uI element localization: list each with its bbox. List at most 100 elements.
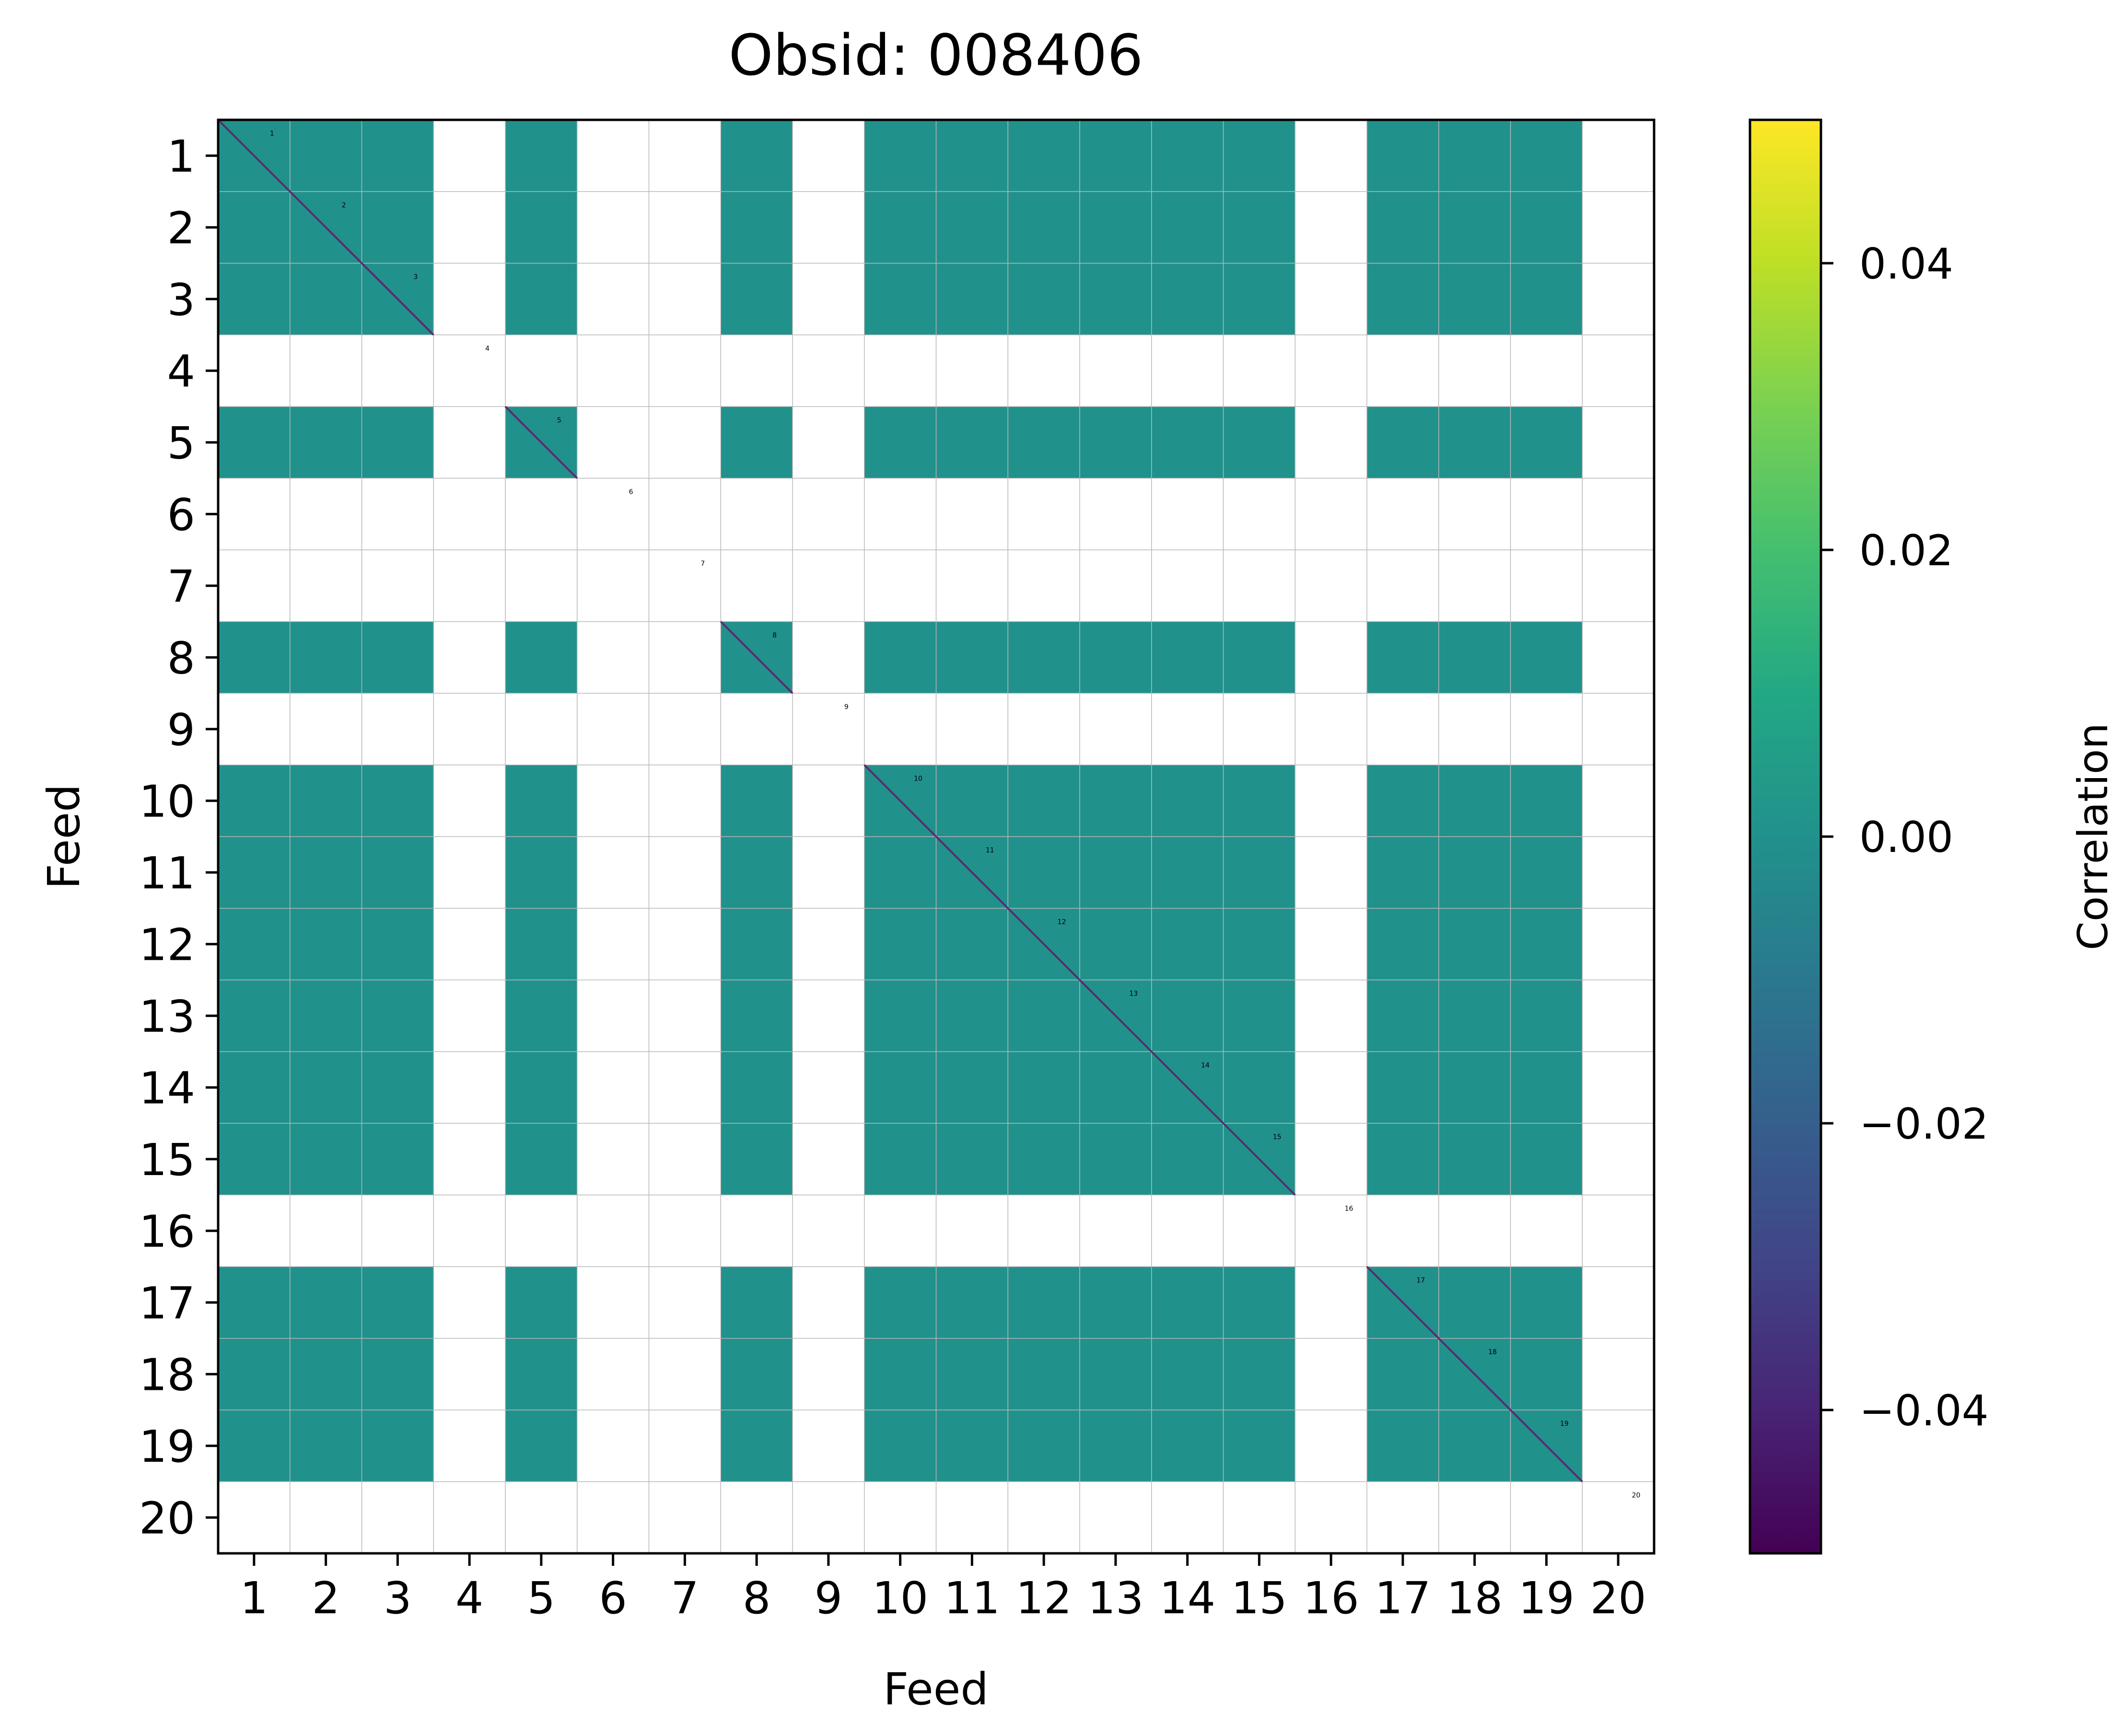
x-tick-label: 4 <box>455 1573 484 1624</box>
feed-index-label: 12 <box>1058 918 1066 926</box>
matrix-block-17-19 <box>1511 1267 1582 1338</box>
feed-index-label: 17 <box>1416 1277 1425 1284</box>
feed-index-label: 9 <box>844 703 849 711</box>
matrix-block-10-15 <box>1224 765 1295 837</box>
matrix-block-18-11 <box>936 1339 1008 1410</box>
matrix-block-5-15 <box>1224 407 1295 478</box>
matrix-block-14-8 <box>721 1052 793 1123</box>
matrix-block-11-5 <box>505 837 577 908</box>
feed-index-label: 2 <box>342 201 346 209</box>
diagonal-segment-17 <box>1366 1266 1440 1339</box>
matrix-block-12-17 <box>1367 909 1439 980</box>
y-tick-label: 17 <box>139 1278 195 1329</box>
feed-index-label: 16 <box>1345 1205 1353 1212</box>
x-tick-label: 15 <box>1231 1573 1287 1624</box>
diagonal-segment-19 <box>1510 1409 1583 1482</box>
matrix-block-14-10 <box>864 1052 936 1123</box>
x-tick-label: 2 <box>312 1573 340 1624</box>
x-tick-label: 7 <box>671 1573 699 1624</box>
matrix-block-2-11 <box>936 192 1008 263</box>
matrix-block-2-3 <box>362 192 433 263</box>
matrix-block-1-3 <box>362 120 433 191</box>
matrix-block-2-19 <box>1511 192 1582 263</box>
y-tick-label: 1 <box>167 131 195 182</box>
matrix-block-3-13 <box>1080 263 1152 335</box>
matrix-block-2-10 <box>864 192 936 263</box>
matrix-block-17-10 <box>864 1267 936 1338</box>
matrix-block-12-13 <box>1080 909 1152 980</box>
matrix-block-14-2 <box>290 1052 362 1123</box>
matrix-block-18-5 <box>505 1339 577 1410</box>
x-tick-label: 3 <box>384 1573 412 1624</box>
matrix-block-3-17 <box>1367 263 1439 335</box>
matrix-block-12-2 <box>290 909 362 980</box>
matrix-block-5-13 <box>1080 407 1152 478</box>
matrix-block-8-10 <box>864 622 936 693</box>
matrix-block-15-13 <box>1080 1123 1152 1195</box>
matrix-block-13-2 <box>290 980 362 1051</box>
x-tick-label: 11 <box>944 1573 1000 1624</box>
plot-frame <box>217 118 1656 1555</box>
diagonal-segment-15 <box>1223 1122 1296 1196</box>
y-axis-label: Feed <box>38 784 90 889</box>
matrix-block-15-11 <box>936 1123 1008 1195</box>
matrix-block-13-5 <box>505 980 577 1051</box>
matrix-block-12-3 <box>362 909 433 980</box>
diagonal-segment-1 <box>218 120 291 192</box>
matrix-block-11-14 <box>1152 837 1223 908</box>
matrix-block-17-13 <box>1080 1267 1152 1338</box>
feed-index-label: 5 <box>557 417 561 424</box>
feed-index-label: 4 <box>485 345 490 352</box>
feed-index-label: 7 <box>700 560 705 568</box>
matrix-block-2-5 <box>505 192 577 263</box>
matrix-block-18-1 <box>218 1339 290 1410</box>
matrix-block-1-19 <box>1511 120 1582 191</box>
x-tick-label: 14 <box>1159 1573 1215 1624</box>
matrix-block-19-11 <box>936 1410 1008 1481</box>
x-axis-label: Feed <box>883 1664 989 1715</box>
matrix-block-10-2 <box>290 765 362 837</box>
matrix-block-14-3 <box>362 1052 433 1123</box>
matrix-block-8-15 <box>1224 622 1295 693</box>
feed-index-label: 8 <box>772 631 777 639</box>
feed-index-label: 18 <box>1488 1348 1497 1356</box>
matrix-block-17-14 <box>1152 1267 1223 1338</box>
diagonal-segment-12 <box>1007 908 1081 981</box>
feed-index-label: 3 <box>413 273 418 281</box>
matrix-block-11-8 <box>721 837 793 908</box>
x-tick-label: 6 <box>599 1573 627 1624</box>
matrix-block-19-2 <box>290 1410 362 1481</box>
feed-index-label: 14 <box>1201 1061 1210 1069</box>
y-tick-label: 15 <box>139 1134 195 1186</box>
matrix-block-8-12 <box>1008 622 1080 693</box>
matrix-block-15-8 <box>721 1123 793 1195</box>
diagonal-segment-14 <box>1151 1051 1224 1124</box>
matrix-block-2-14 <box>1152 192 1223 263</box>
matrix-block-17-2 <box>290 1267 362 1338</box>
matrix-block-1-8 <box>721 120 793 191</box>
colorbar-tick-label: 0.02 <box>1859 526 1953 575</box>
x-tick-label: 12 <box>1016 1573 1072 1624</box>
matrix-block-18-13 <box>1080 1339 1152 1410</box>
colorbar-tick-label: 0.00 <box>1859 813 1953 862</box>
matrix-block-13-19 <box>1511 980 1582 1051</box>
matrix-block-10-17 <box>1367 765 1439 837</box>
diagonal-segment-13 <box>1079 979 1153 1052</box>
matrix-block-10-11 <box>936 765 1008 837</box>
matrix-block-12-11 <box>936 909 1008 980</box>
matrix-block-11-18 <box>1439 837 1510 908</box>
y-tick-label: 4 <box>167 346 195 397</box>
matrix-block-13-15 <box>1224 980 1295 1051</box>
matrix-block-5-11 <box>936 407 1008 478</box>
x-tick-label: 18 <box>1446 1573 1503 1624</box>
colorbar-gradient <box>1749 118 1822 1555</box>
matrix-block-13-12 <box>1008 980 1080 1051</box>
matrix-block-13-3 <box>362 980 433 1051</box>
matrix-block-17-18 <box>1439 1267 1510 1338</box>
matrix-block-17-3 <box>362 1267 433 1338</box>
y-tick-label: 11 <box>139 848 195 899</box>
matrix-block-11-2 <box>290 837 362 908</box>
matrix-block-8-3 <box>362 622 433 693</box>
matrix-block-12-18 <box>1439 909 1510 980</box>
matrix-block-18-2 <box>290 1339 362 1410</box>
